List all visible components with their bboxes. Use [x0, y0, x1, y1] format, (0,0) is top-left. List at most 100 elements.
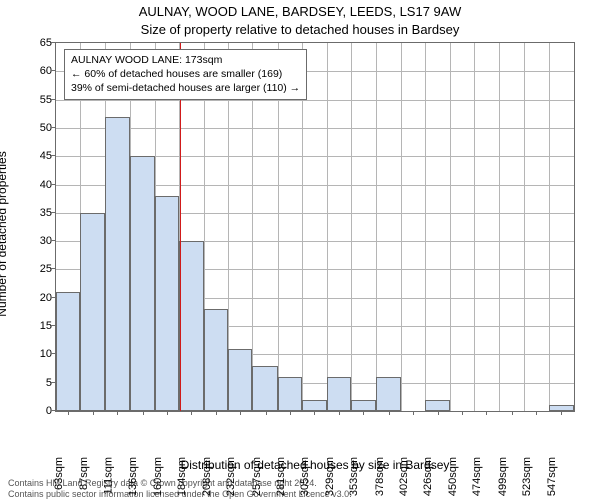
x-tick-mark [290, 411, 291, 415]
y-tick-mark [51, 297, 55, 298]
x-tick-mark [536, 411, 537, 415]
y-tick-mark [51, 70, 55, 71]
y-tick-mark [51, 325, 55, 326]
y-axis-label: Number of detached properties [0, 151, 9, 316]
x-tick-label: 523sqm [521, 457, 533, 496]
y-tick-mark [51, 410, 55, 411]
chart-title-main: AULNAY, WOOD LANE, BARDSEY, LEEDS, LS17 … [0, 4, 600, 19]
y-tick-label: 0 [12, 405, 52, 417]
x-tick-label: 426sqm [423, 457, 435, 496]
x-tick-label: 450sqm [447, 457, 459, 496]
plot-area: AULNAY WOOD LANE: 173sqm← 60% of detache… [55, 42, 575, 412]
callout-box: AULNAY WOOD LANE: 173sqm← 60% of detache… [64, 49, 307, 100]
gridline-v [351, 43, 352, 411]
x-tick-label: 111sqm [102, 457, 114, 495]
x-tick-mark [117, 411, 118, 415]
y-tick-mark [51, 353, 55, 354]
callout-line: ← 60% of detached houses are smaller (16… [71, 67, 300, 81]
y-tick-label: 55 [12, 94, 52, 106]
histogram-bar [179, 241, 203, 411]
histogram-bar [155, 196, 179, 411]
x-tick-label: 305sqm [299, 457, 311, 496]
x-tick-label: 474sqm [471, 457, 483, 496]
y-tick-label: 10 [12, 348, 52, 360]
y-tick-mark [51, 99, 55, 100]
x-tick-label: 160sqm [152, 457, 164, 496]
gridline-v [401, 43, 402, 411]
histogram-bar [56, 292, 80, 411]
y-tick-label: 35 [12, 207, 52, 219]
chart-title-sub: Size of property relative to detached ho… [0, 22, 600, 37]
x-tick-mark [143, 411, 144, 415]
y-tick-label: 30 [12, 235, 52, 247]
x-tick-mark [240, 411, 241, 415]
x-tick-label: 63sqm [53, 457, 65, 490]
x-tick-mark [389, 411, 390, 415]
gridline-v [450, 43, 451, 411]
histogram-bar [228, 349, 252, 411]
y-tick-mark [51, 127, 55, 128]
y-tick-mark [51, 382, 55, 383]
y-tick-label: 5 [12, 377, 52, 389]
x-tick-mark [438, 411, 439, 415]
histogram-bar [302, 400, 326, 411]
histogram-bar [278, 377, 302, 411]
gridline-v [376, 43, 377, 411]
x-tick-mark [561, 411, 562, 415]
histogram-bar [105, 117, 130, 411]
x-tick-mark [314, 411, 315, 415]
x-tick-label: 353sqm [348, 457, 360, 496]
histogram-chart: AULNAY, WOOD LANE, BARDSEY, LEEDS, LS17 … [0, 0, 600, 500]
x-tick-mark [266, 411, 267, 415]
y-tick-label: 45 [12, 150, 52, 162]
x-tick-label: 499sqm [497, 457, 509, 496]
x-tick-label: 136sqm [128, 457, 140, 496]
y-tick-mark [51, 268, 55, 269]
y-tick-label: 20 [12, 292, 52, 304]
histogram-bar [351, 400, 375, 411]
gridline-v [474, 43, 475, 411]
x-tick-mark [68, 411, 69, 415]
x-tick-mark [413, 411, 414, 415]
x-tick-label: 281sqm [275, 457, 287, 496]
gridline-v [549, 43, 550, 411]
callout-line: AULNAY WOOD LANE: 173sqm [71, 53, 300, 67]
y-tick-mark [51, 240, 55, 241]
gridline-h [56, 100, 574, 101]
y-tick-mark [51, 212, 55, 213]
histogram-bar [204, 309, 228, 411]
histogram-bar [130, 156, 154, 411]
x-tick-mark [93, 411, 94, 415]
y-tick-mark [51, 155, 55, 156]
x-tick-label: 208sqm [201, 457, 213, 496]
histogram-bar [80, 213, 104, 411]
y-tick-label: 25 [12, 263, 52, 275]
x-tick-label: 378sqm [374, 457, 386, 496]
x-tick-mark [486, 411, 487, 415]
histogram-bar [376, 377, 401, 411]
x-tick-label: 329sqm [324, 457, 336, 496]
x-tick-mark [512, 411, 513, 415]
gridline-v [327, 43, 328, 411]
x-tick-label: 232sqm [225, 457, 237, 496]
y-tick-label: 65 [12, 37, 52, 49]
x-tick-label: 402sqm [398, 457, 410, 496]
x-tick-label: 257sqm [251, 457, 263, 496]
x-tick-mark [339, 411, 340, 415]
x-tick-label: 87sqm [78, 457, 90, 490]
x-tick-label: 547sqm [546, 457, 558, 496]
x-tick-mark [363, 411, 364, 415]
histogram-bar [252, 366, 277, 411]
histogram-bar [425, 400, 449, 411]
x-tick-label: 184sqm [176, 457, 188, 496]
x-tick-mark [216, 411, 217, 415]
x-tick-mark [167, 411, 168, 415]
histogram-bar [327, 377, 351, 411]
gridline-v [524, 43, 525, 411]
callout-line: 39% of semi-detached houses are larger (… [71, 81, 300, 95]
y-tick-mark [51, 42, 55, 43]
x-tick-mark [462, 411, 463, 415]
y-tick-label: 15 [12, 320, 52, 332]
y-tick-label: 40 [12, 179, 52, 191]
y-tick-label: 60 [12, 65, 52, 77]
